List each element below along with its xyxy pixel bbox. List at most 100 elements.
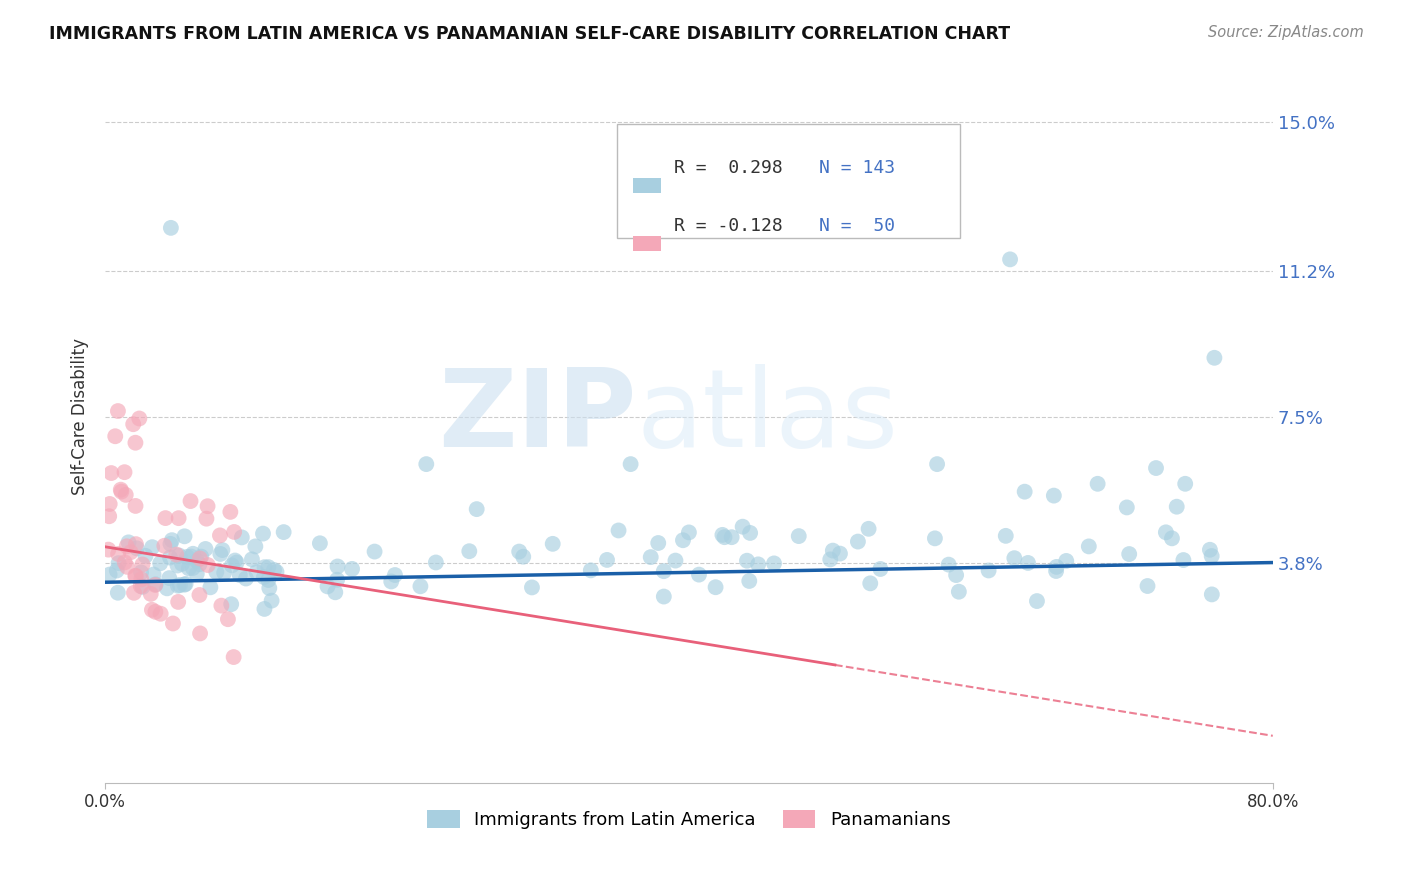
Point: [159, 550, 181, 565]
Point: [245, 565, 267, 579]
Point: [141, 603, 163, 617]
Point: [828, 547, 851, 561]
Point: [257, 573, 280, 587]
Point: [129, 566, 152, 580]
Point: [124, 499, 146, 513]
Point: [155, 511, 177, 525]
Point: [1002, 551, 1025, 566]
Point: [115, 539, 138, 553]
Point: [186, 554, 208, 568]
Point: [131, 558, 153, 572]
Point: [380, 574, 402, 589]
Point: [260, 593, 283, 607]
Point: [124, 435, 146, 450]
Text: ZIP: ZIP: [437, 364, 637, 470]
Point: [688, 567, 710, 582]
Point: [1166, 500, 1188, 514]
Point: [253, 560, 276, 574]
Point: [125, 537, 148, 551]
Point: [188, 588, 211, 602]
Point: [219, 505, 242, 519]
Point: [160, 220, 183, 235]
Point: [640, 550, 662, 565]
Point: [162, 616, 184, 631]
Point: [167, 511, 190, 525]
Point: [170, 557, 193, 571]
Text: IMMIGRANTS FROM LATIN AMERICA VS PANAMANIAN SELF-CARE DISABILITY CORRELATION CHA: IMMIGRANTS FROM LATIN AMERICA VS PANAMAN…: [49, 25, 1011, 43]
Point: [1161, 532, 1184, 546]
Point: [323, 585, 346, 599]
Y-axis label: Self-Care Disability: Self-Care Disability: [72, 338, 89, 495]
Point: [224, 553, 246, 567]
Point: [652, 590, 675, 604]
Point: [266, 565, 288, 579]
Point: [252, 526, 274, 541]
Point: [188, 626, 211, 640]
Point: [1087, 476, 1109, 491]
Point: [263, 563, 285, 577]
Point: [869, 562, 891, 576]
Point: [167, 595, 190, 609]
Point: [166, 558, 188, 573]
Point: [1115, 500, 1137, 515]
Point: [1045, 560, 1067, 574]
Text: atlas: atlas: [637, 364, 898, 470]
Point: [194, 541, 217, 556]
Point: [747, 558, 769, 572]
Point: [100, 466, 122, 480]
Point: [122, 586, 145, 600]
Point: [720, 530, 742, 544]
Point: [647, 536, 669, 550]
Point: [678, 525, 700, 540]
Point: [98, 497, 121, 511]
Point: [363, 544, 385, 558]
Point: [994, 529, 1017, 543]
Point: [326, 573, 349, 587]
Point: [240, 552, 263, 566]
Point: [1118, 547, 1140, 561]
Point: [711, 528, 734, 542]
Point: [998, 252, 1021, 267]
Point: [224, 524, 246, 539]
Point: [221, 558, 243, 573]
Point: [180, 549, 202, 564]
Point: [131, 580, 153, 594]
Point: [512, 549, 534, 564]
Point: [253, 602, 276, 616]
Point: [122, 417, 145, 432]
Text: N = 143: N = 143: [818, 159, 894, 177]
Point: [190, 549, 212, 564]
Point: [859, 576, 882, 591]
Point: [858, 522, 880, 536]
Point: [948, 584, 970, 599]
Point: [156, 582, 179, 596]
Point: [125, 541, 148, 556]
Point: [117, 535, 139, 549]
Point: [110, 483, 132, 497]
Point: [97, 542, 120, 557]
Point: [200, 580, 222, 594]
Point: [173, 529, 195, 543]
Point: [735, 554, 758, 568]
Point: [596, 553, 619, 567]
Point: [98, 509, 121, 524]
Point: [938, 558, 960, 572]
Point: [157, 571, 180, 585]
Point: [149, 557, 172, 571]
Point: [1173, 553, 1195, 567]
Point: [458, 544, 481, 558]
Point: [945, 568, 967, 582]
Point: [131, 573, 153, 587]
Point: [186, 566, 208, 581]
Point: [107, 556, 129, 570]
Point: [579, 563, 602, 577]
Point: [125, 569, 148, 583]
Point: [124, 568, 146, 582]
Point: [384, 568, 406, 582]
Text: R =  0.298: R = 0.298: [673, 159, 783, 177]
Point: [1204, 351, 1226, 365]
Point: [142, 567, 165, 582]
Point: [174, 577, 197, 591]
Point: [508, 544, 530, 558]
Point: [167, 549, 190, 563]
